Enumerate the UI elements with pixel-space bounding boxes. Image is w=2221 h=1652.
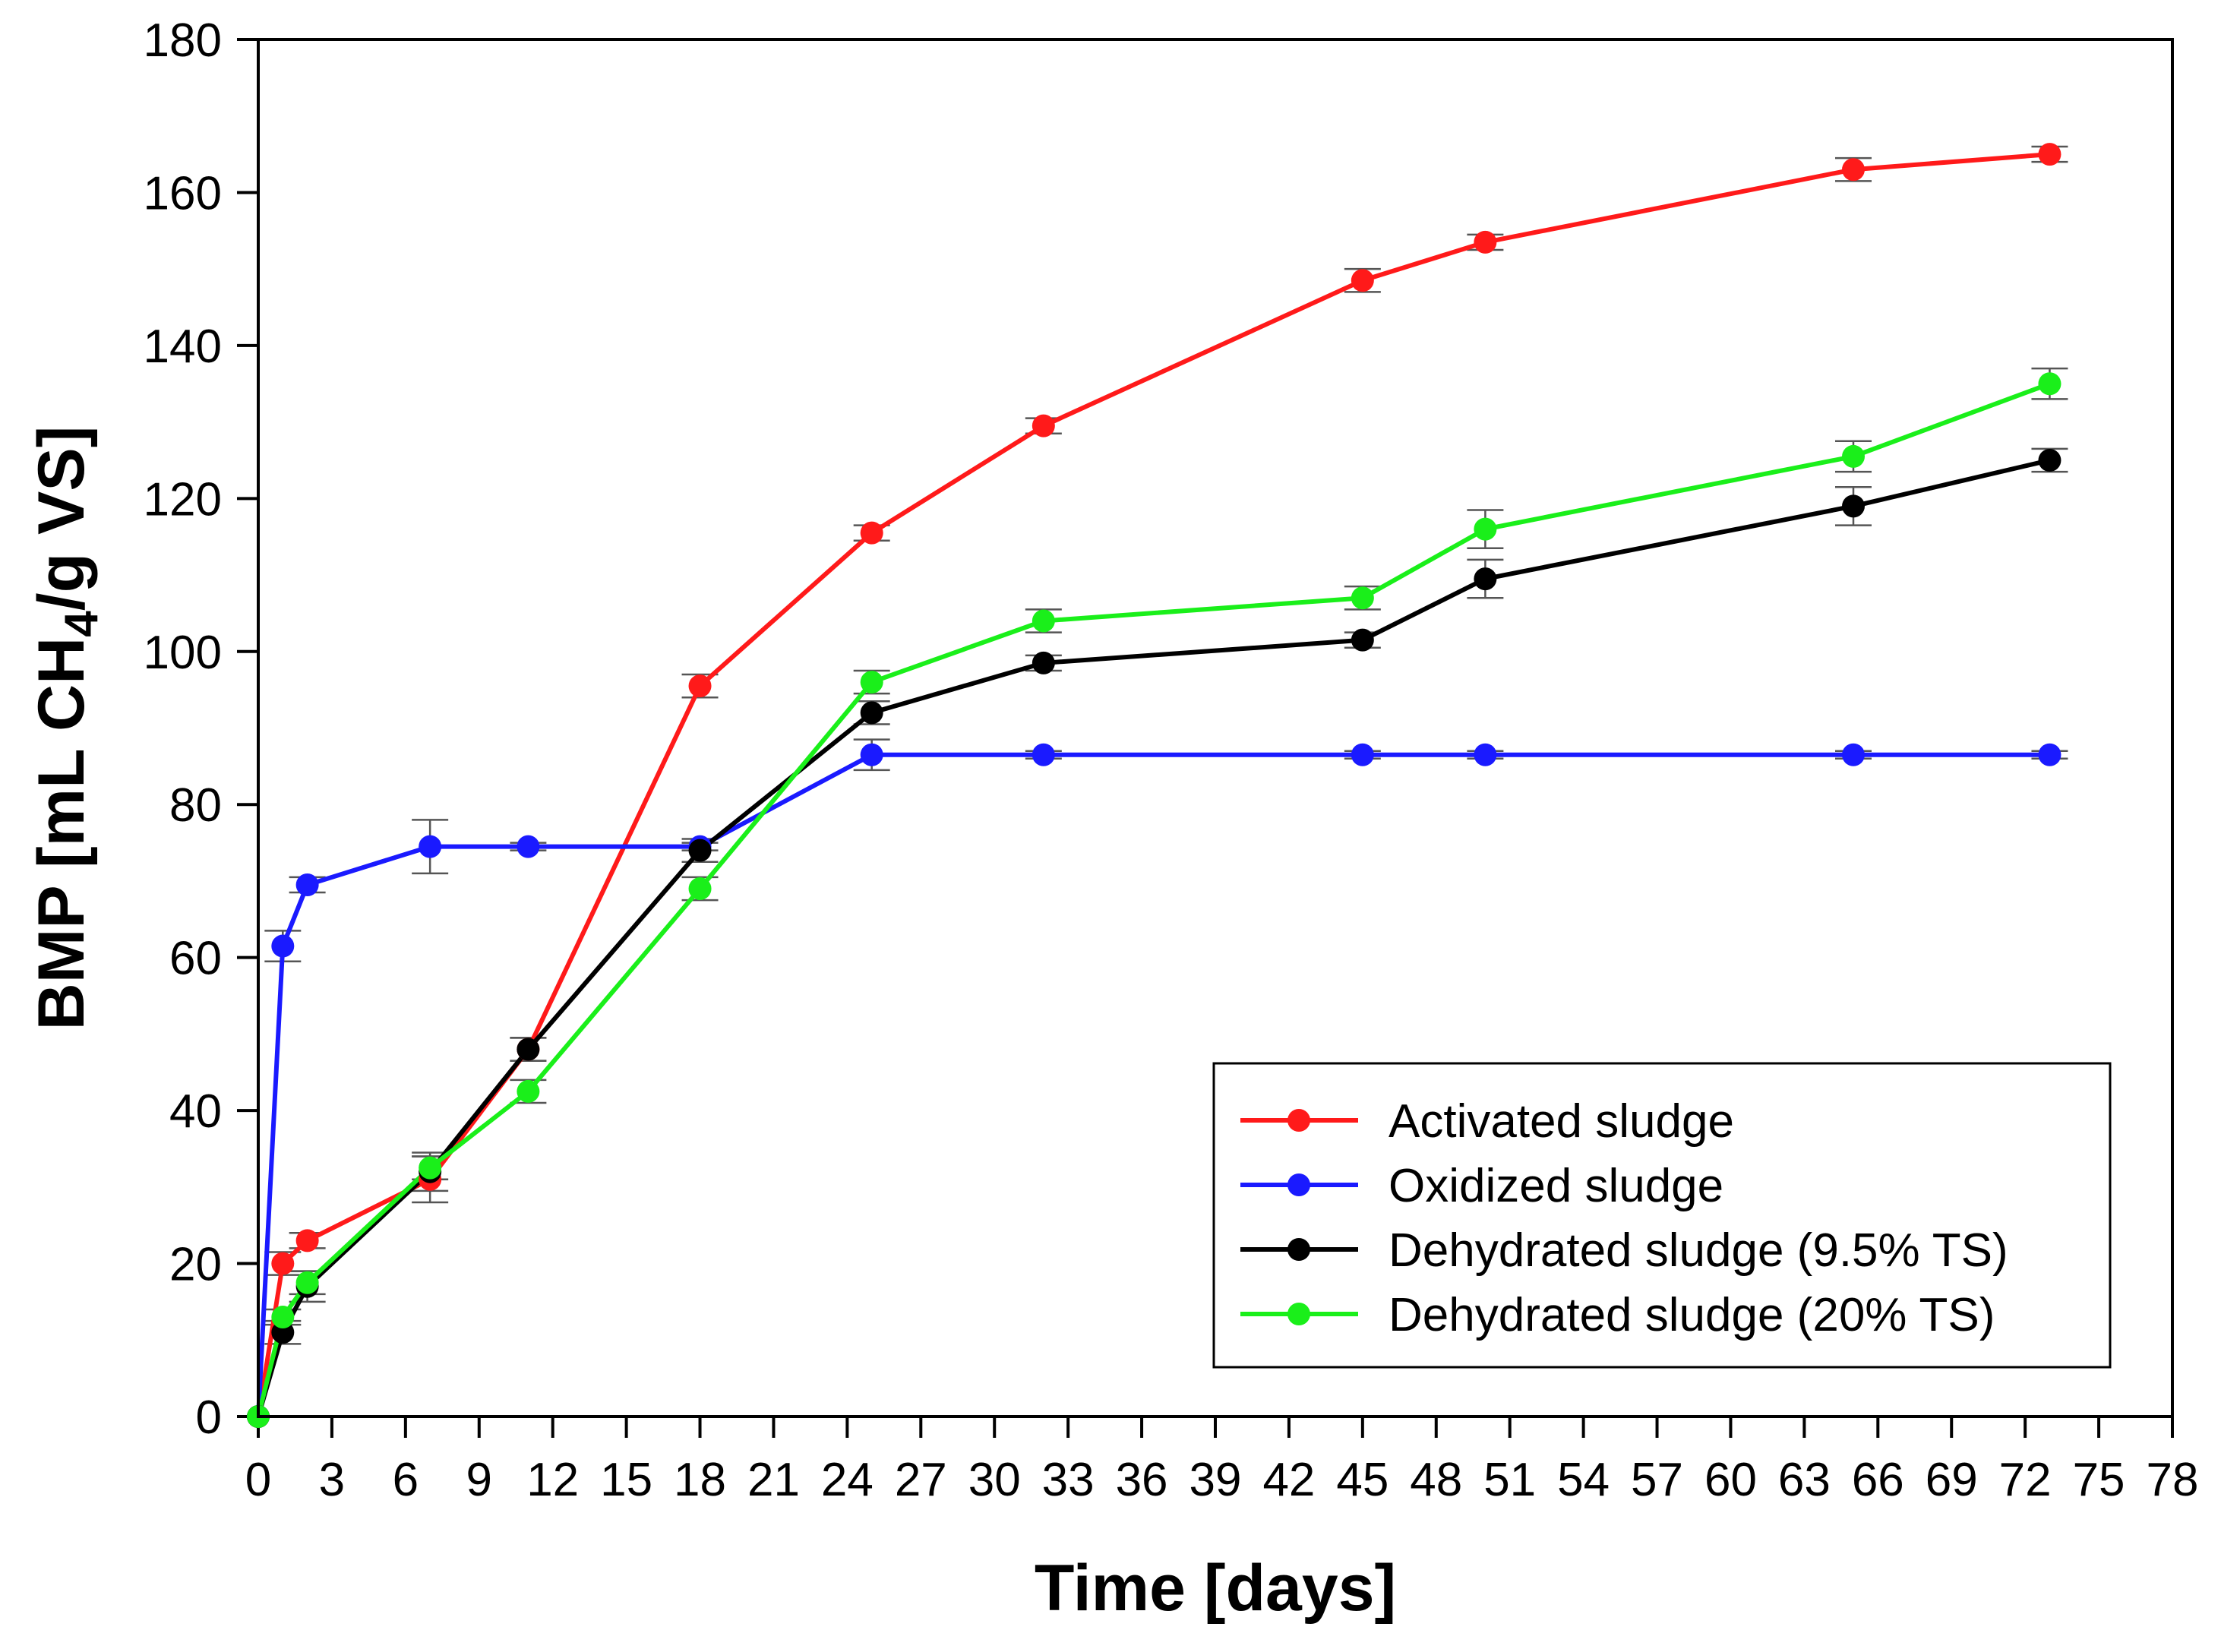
data-point-dehydrated-sludge-20-ts [2038, 372, 2061, 396]
data-point-oxidized-sludge [1351, 743, 1374, 766]
data-point-activated-sludge [295, 1229, 319, 1252]
legend-box [1212, 1062, 2112, 1369]
series-markers [247, 143, 2061, 1428]
x-tick-label: 39 [1189, 1454, 1242, 1506]
data-point-oxidized-sludge [419, 835, 442, 858]
data-point-dehydrated-sludge-9-5-ts [860, 701, 883, 725]
data-point-dehydrated-sludge-20-ts [419, 1156, 442, 1180]
data-point-activated-sludge [860, 521, 883, 545]
y-tick-label: 140 [144, 321, 222, 373]
data-point-dehydrated-sludge-20-ts [688, 877, 712, 901]
data-point-oxidized-sludge [271, 934, 295, 958]
data-point-dehydrated-sludge-9-5-ts [517, 1038, 540, 1061]
x-tick-label: 69 [1926, 1454, 1978, 1506]
data-point-oxidized-sludge [1474, 743, 1497, 766]
data-point-dehydrated-sludge-9-5-ts [1351, 628, 1374, 652]
x-tick-label: 0 [245, 1454, 271, 1506]
data-point-dehydrated-sludge-20-ts [1351, 586, 1374, 610]
data-point-oxidized-sludge [1032, 743, 1055, 766]
x-tick-label: 30 [968, 1454, 1021, 1506]
y-axis-title-suffix: /g VS] [25, 426, 98, 611]
y-axis-title-prefix: BMP [mL CH [25, 637, 98, 1031]
x-tick-label: 9 [466, 1454, 492, 1506]
y-tick-label: 120 [144, 473, 222, 526]
legend-item-activated-sludge: Activated sludge [1240, 1095, 1734, 1148]
x-tick-label: 78 [2147, 1454, 2199, 1506]
axis-ticks: 0 3 6 9 12 15 18 21 24 27 30 33 36 39 42 45 48 51 54 57 60 63… [144, 14, 2199, 1506]
data-point-dehydrated-sludge-20-ts [271, 1306, 295, 1329]
x-tick-label: 45 [1336, 1454, 1389, 1506]
data-point-dehydrated-sludge-20-ts [295, 1271, 319, 1294]
data-point-oxidized-sludge [2038, 743, 2061, 766]
data-point-dehydrated-sludge-20-ts [1032, 609, 1055, 633]
x-tick-label: 3 [319, 1454, 345, 1506]
data-point-dehydrated-sludge-9-5-ts [2038, 448, 2061, 472]
legend-label: Dehydrated sludge (20% TS) [1389, 1289, 1995, 1341]
legend-item-dehydrated-sludge-9-5-ts: Dehydrated sludge (9.5% TS) [1240, 1224, 2008, 1277]
legend-swatch-marker [1287, 1303, 1310, 1325]
y-tick-label: 180 [144, 14, 222, 67]
legend-label: Oxidized sludge [1389, 1160, 1723, 1212]
x-tick-label: 63 [1778, 1454, 1831, 1506]
x-tick-label: 15 [600, 1454, 652, 1506]
y-tick-label: 20 [169, 1239, 222, 1291]
x-axis-title: Time [days] [1035, 1552, 1396, 1625]
legend: Activated sludge Oxidized sludge Dehydrate… [1212, 1062, 2112, 1369]
plot-area-frame [257, 38, 2174, 1418]
y-tick-label: 80 [169, 779, 222, 832]
legend-swatch-marker [1287, 1109, 1310, 1132]
x-tick-label: 42 [1262, 1454, 1315, 1506]
legend-swatch-marker [1287, 1173, 1310, 1196]
data-point-activated-sludge [271, 1252, 295, 1275]
data-point-dehydrated-sludge-9-5-ts [1032, 651, 1055, 674]
x-tick-label: 54 [1557, 1454, 1610, 1506]
x-tick-label: 18 [674, 1454, 726, 1506]
legend-label: Dehydrated sludge (9.5% TS) [1389, 1224, 2008, 1277]
x-tick-label: 48 [1410, 1454, 1462, 1506]
x-tick-label: 24 [821, 1454, 874, 1506]
x-tick-label: 57 [1631, 1454, 1683, 1506]
x-tick-label: 66 [1852, 1454, 1904, 1506]
x-tick-label: 12 [526, 1454, 579, 1506]
data-point-activated-sludge [2038, 143, 2061, 166]
data-point-dehydrated-sludge-20-ts [860, 671, 883, 694]
y-tick-label: 100 [144, 627, 222, 679]
legend-item-dehydrated-sludge-20-ts: Dehydrated sludge (20% TS) [1240, 1289, 1995, 1341]
data-point-activated-sludge [1842, 158, 1865, 182]
y-axis-title-subscript: 4 [55, 611, 108, 637]
x-tick-label: 51 [1483, 1454, 1536, 1506]
x-tick-label: 72 [1999, 1454, 2052, 1506]
x-tick-label: 21 [747, 1454, 800, 1506]
data-point-oxidized-sludge [517, 835, 540, 858]
data-point-activated-sludge [1351, 269, 1374, 292]
x-tick-label: 36 [1116, 1454, 1168, 1506]
data-point-dehydrated-sludge-9-5-ts [1474, 567, 1497, 591]
y-tick-label: 40 [169, 1085, 222, 1138]
x-tick-label: 27 [895, 1454, 947, 1506]
data-point-dehydrated-sludge-9-5-ts [1842, 494, 1865, 518]
legend-swatch-marker [1287, 1238, 1310, 1261]
y-tick-label: 60 [169, 933, 222, 985]
x-tick-label: 33 [1042, 1454, 1095, 1506]
data-point-activated-sludge [1032, 414, 1055, 437]
data-point-oxidized-sludge [1842, 743, 1865, 766]
y-tick-label: 0 [196, 1391, 222, 1444]
data-point-dehydrated-sludge-20-ts [517, 1079, 540, 1103]
data-point-dehydrated-sludge-20-ts [1474, 517, 1497, 541]
data-point-oxidized-sludge [295, 873, 319, 896]
data-point-activated-sludge [1474, 230, 1497, 254]
legend-item-oxidized-sludge: Oxidized sludge [1240, 1160, 1723, 1212]
data-point-dehydrated-sludge-20-ts [1842, 444, 1865, 468]
data-point-dehydrated-sludge-9-5-ts [688, 839, 712, 862]
data-point-oxidized-sludge [860, 743, 883, 766]
x-tick-label: 6 [393, 1454, 419, 1506]
x-tick-label: 75 [2073, 1454, 2125, 1506]
data-point-activated-sludge [688, 674, 712, 698]
y-axis-title: BMP [mL CH4/g VS] [25, 426, 108, 1031]
x-tick-label: 60 [1704, 1454, 1757, 1506]
y-tick-label: 160 [144, 167, 222, 220]
legend-label: Activated sludge [1389, 1095, 1734, 1148]
